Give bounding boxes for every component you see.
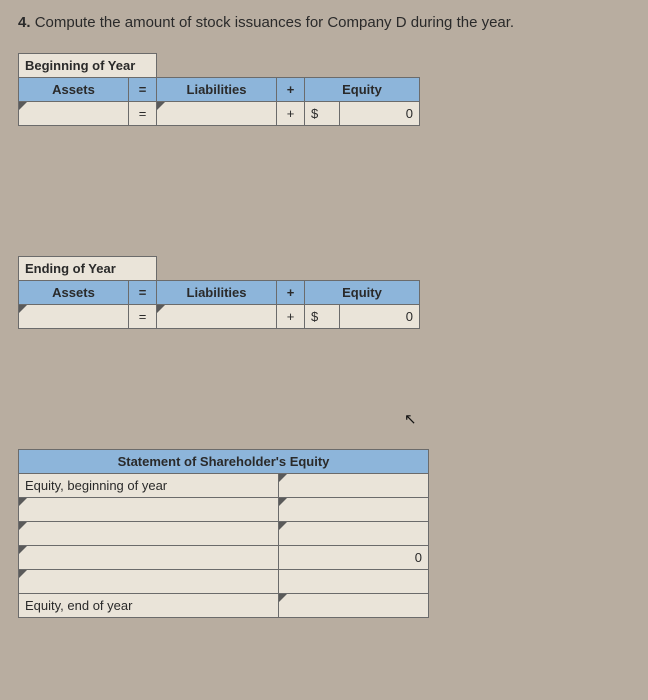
stmt-row-value[interactable] — [279, 474, 429, 498]
ending-liabilities-input[interactable] — [157, 305, 277, 329]
stmt-row-value — [279, 570, 429, 594]
currency-symbol: $ — [305, 305, 340, 329]
question-number: 4. — [18, 14, 31, 31]
col-assets: Assets — [19, 78, 129, 102]
ending-title: Ending of Year — [19, 257, 157, 281]
statement-section: Statement of Shareholder's Equity Equity… — [18, 449, 630, 618]
op-eq: = — [129, 78, 157, 102]
beginning-table: Beginning of Year Assets = Liabilities +… — [18, 53, 420, 126]
beginning-equity-value: 0 — [340, 102, 420, 126]
stmt-row-value[interactable] — [279, 594, 429, 618]
statement-table: Statement of Shareholder's Equity Equity… — [18, 449, 429, 618]
stmt-row-label-input[interactable] — [19, 570, 279, 594]
col-assets: Assets — [19, 281, 129, 305]
stmt-row-value: 0 — [279, 546, 429, 570]
cursor-icon: ↖ — [404, 410, 417, 428]
stmt-row-value[interactable] — [279, 522, 429, 546]
ending-table: Ending of Year Assets = Liabilities + Eq… — [18, 256, 420, 329]
question-prompt: 4. Compute the amount of stock issuances… — [18, 14, 630, 31]
stmt-row-label-input[interactable] — [19, 546, 279, 570]
ending-equity-value: 0 — [340, 305, 420, 329]
op-eq-row: = — [129, 305, 157, 329]
question-text: Compute the amount of stock issuances fo… — [35, 14, 514, 31]
ending-assets-input[interactable] — [19, 305, 129, 329]
op-eq: = — [129, 281, 157, 305]
op-plus: + — [277, 281, 305, 305]
stmt-row-value[interactable] — [279, 498, 429, 522]
col-liabilities: Liabilities — [157, 78, 277, 102]
beginning-liabilities-input[interactable] — [157, 102, 277, 126]
col-equity: Equity — [305, 281, 420, 305]
statement-title: Statement of Shareholder's Equity — [19, 450, 429, 474]
beginning-of-year-section: Beginning of Year Assets = Liabilities +… — [18, 53, 630, 126]
col-equity: Equity — [305, 78, 420, 102]
stmt-row-label-input[interactable] — [19, 522, 279, 546]
beginning-assets-input[interactable] — [19, 102, 129, 126]
currency-symbol: $ — [305, 102, 340, 126]
beginning-title: Beginning of Year — [19, 54, 157, 78]
op-eq-row: = — [129, 102, 157, 126]
ending-of-year-section: Ending of Year Assets = Liabilities + Eq… — [18, 256, 630, 329]
stmt-row-label: Equity, beginning of year — [19, 474, 279, 498]
op-plus: + — [277, 78, 305, 102]
stmt-row-label-input[interactable] — [19, 498, 279, 522]
stmt-row-label: Equity, end of year — [19, 594, 279, 618]
col-liabilities: Liabilities — [157, 281, 277, 305]
op-plus-row: + — [277, 102, 305, 126]
op-plus-row: + — [277, 305, 305, 329]
